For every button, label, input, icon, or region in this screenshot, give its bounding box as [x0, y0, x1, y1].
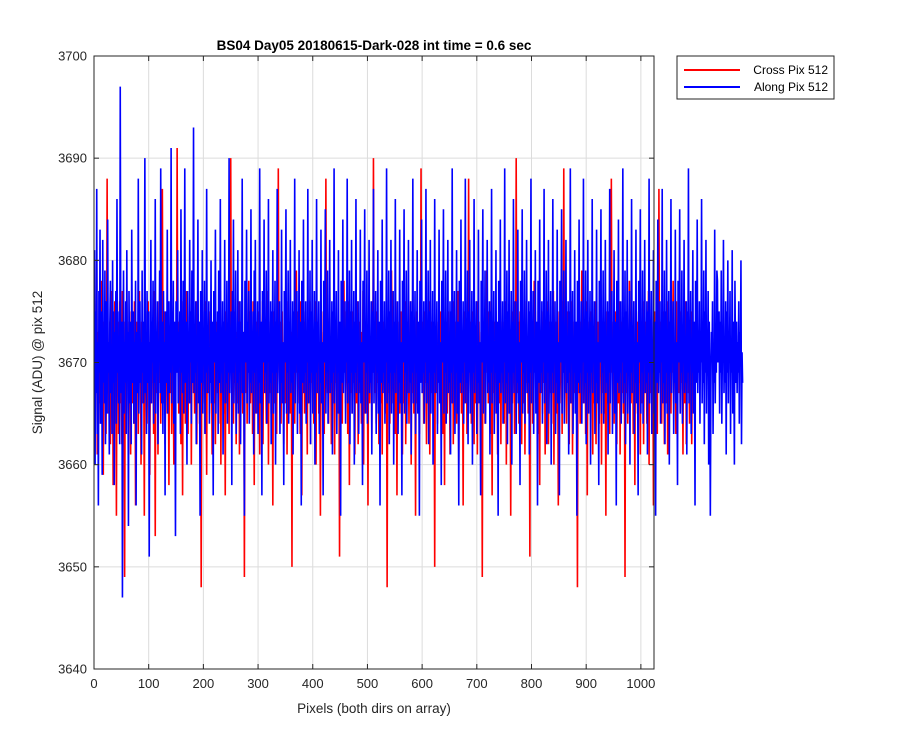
y-tick-label: 3700	[58, 49, 87, 64]
legend-label-along: Along Pix 512	[754, 80, 828, 94]
x-tick-label: 600	[411, 676, 433, 691]
x-axis-label: Pixels (both dirs on array)	[297, 701, 451, 716]
y-tick-labels: 3640 3650 3660 3670 3680 3690 3700	[58, 49, 87, 677]
y-tick-label: 3690	[58, 151, 87, 166]
x-tick-label: 400	[302, 676, 324, 691]
x-tick-label: 200	[193, 676, 215, 691]
x-tick-label: 1000	[626, 676, 655, 691]
axis-ticks	[93, 55, 654, 670]
y-tick-label: 3650	[58, 559, 87, 574]
x-tick-label: 0	[90, 676, 97, 691]
y-axis-label: Signal (ADU) @ pix 512	[30, 291, 45, 435]
x-tick-label: 800	[521, 676, 543, 691]
x-tick-label: 700	[466, 676, 488, 691]
x-tick-label: 900	[575, 676, 597, 691]
legend-box	[676, 55, 835, 100]
legend-label-cross: Cross Pix 512	[753, 63, 828, 77]
legend: Cross Pix 512 Along Pix 512	[676, 55, 835, 100]
x-tick-label: 100	[138, 676, 160, 691]
y-tick-label: 3660	[58, 457, 87, 472]
series-layer	[93, 86, 744, 598]
series-line-along-pix-512	[93, 86, 744, 598]
y-tick-label: 3640	[58, 662, 87, 677]
y-tick-label: 3680	[58, 253, 87, 268]
chart-title: BS04 Day05 20180615-Dark-028 int time = …	[217, 38, 532, 53]
x-tick-label: 300	[247, 676, 269, 691]
y-tick-label: 3670	[58, 355, 87, 370]
x-tick-label: 500	[357, 676, 379, 691]
x-tick-labels: 0 100 200 300 400 500 600 700 800 900 1000	[90, 676, 655, 691]
